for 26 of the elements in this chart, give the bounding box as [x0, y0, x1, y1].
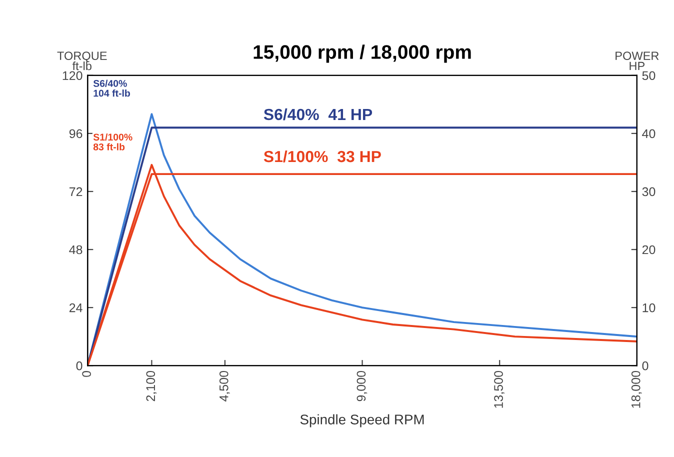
annotation: S6/40% 41 HP — [264, 108, 372, 120]
annotation: S1/100% 33 HP — [264, 150, 381, 162]
x-tick-label: 2,100 — [146, 370, 157, 402]
x-tick-label: 18,000 — [631, 370, 642, 408]
y2-tick-label: 50 — [642, 71, 656, 80]
y-tick-label: 48 — [69, 245, 82, 254]
y-tick-label: 0 — [76, 361, 82, 370]
x-tick-label: 0 — [82, 370, 91, 377]
y-axis-title: TORQUE ft-lb — [57, 52, 107, 70]
x-tick-label: 4,500 — [219, 370, 230, 402]
annotation: S6/40% 104 ft-lb — [93, 80, 130, 97]
y2-tick-label: 0 — [642, 361, 648, 370]
x-tick-label: 13,500 — [494, 370, 504, 408]
y-tick-label: 72 — [69, 187, 82, 196]
x-axis-title: Spindle Speed RPM — [300, 414, 424, 428]
y2-tick-label: 30 — [642, 187, 656, 196]
y-tick-label: 96 — [69, 129, 82, 138]
y2-tick-label: 20 — [642, 245, 656, 254]
y2-axis-title: POWER HP — [616, 52, 659, 70]
y2-tick-label: 10 — [642, 303, 656, 312]
annotation: S1/100% 83 ft-lb — [93, 133, 132, 150]
x-tick-label: 9,000 — [356, 370, 368, 402]
chart-title: 15,000 rpm / 18,000 rpm — [254, 44, 471, 63]
y2-tick-label: 40 — [642, 129, 656, 138]
y-tick-label: 24 — [69, 303, 82, 312]
y-tick-label: 120 — [62, 71, 82, 80]
